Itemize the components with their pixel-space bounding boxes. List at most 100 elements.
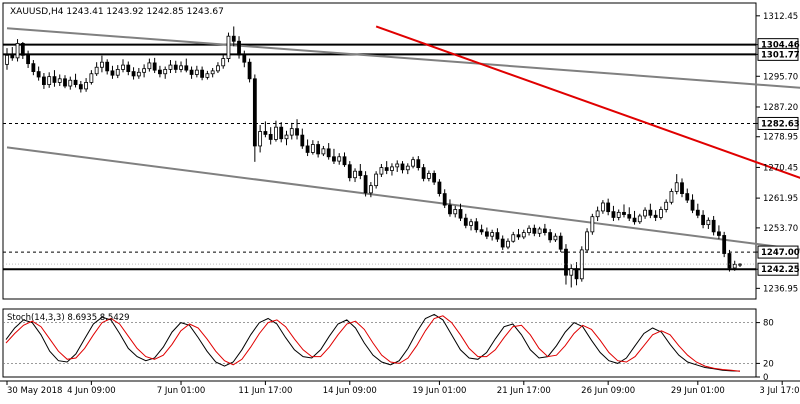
candle-body xyxy=(194,69,199,75)
y-tick-label: 1312.45 xyxy=(763,12,798,22)
candle-body xyxy=(511,234,516,242)
candle-body xyxy=(15,43,20,59)
candle-body xyxy=(268,133,273,140)
y-tick-label: 1236.95 xyxy=(763,284,798,294)
candle-body xyxy=(690,199,695,211)
candle-body xyxy=(310,144,315,153)
candle-body xyxy=(648,209,653,216)
candle-body xyxy=(606,202,611,213)
candle-body xyxy=(558,235,563,250)
candle-body xyxy=(653,214,658,218)
candle-body xyxy=(179,65,183,70)
candle-body xyxy=(685,193,690,201)
stoch-title: Stoch(14,3,3) 8.6935 8.5429 xyxy=(7,313,130,323)
candle-body xyxy=(5,54,9,65)
candle-body xyxy=(627,214,632,219)
candle-body xyxy=(121,64,125,70)
price-label-box xyxy=(757,47,799,61)
candle-body xyxy=(237,40,241,56)
candle-body xyxy=(115,69,120,76)
price-label-box xyxy=(757,245,799,259)
candle-body xyxy=(458,209,463,219)
candle-body xyxy=(368,185,373,194)
candle-body xyxy=(100,61,104,68)
price-label-box xyxy=(757,262,799,276)
candle-body xyxy=(432,172,437,183)
x-tick-label: 11 Jun 17:00 xyxy=(238,386,292,396)
candle-body xyxy=(574,268,579,280)
candle-body xyxy=(405,165,410,171)
candle-body xyxy=(527,227,531,233)
candle-body xyxy=(216,65,220,72)
candle-body xyxy=(142,68,147,73)
candle-body xyxy=(732,263,737,269)
stoch-series-signal xyxy=(5,315,741,372)
chart-title: XAUUSD,H4 1243.41 1243.92 1242.85 1243.6… xyxy=(10,7,224,17)
candle-body xyxy=(321,148,326,155)
candle-body xyxy=(590,216,595,233)
stoch-y-tick-label: 80 xyxy=(763,319,774,329)
candle-body xyxy=(26,54,30,65)
candle-body xyxy=(426,172,431,179)
x-tick-label: 30 May 2018 xyxy=(7,386,62,396)
candle-body xyxy=(442,193,447,206)
candle-body xyxy=(479,229,484,233)
candle-body xyxy=(84,82,89,90)
candle-body xyxy=(516,234,521,238)
candle-body xyxy=(474,221,479,231)
candle-body xyxy=(616,211,621,218)
candle-body xyxy=(242,54,247,63)
candle-body xyxy=(68,79,73,87)
candle-body xyxy=(347,164,352,179)
x-tick-label: 29 Jun 01:00 xyxy=(671,386,725,396)
candle-body xyxy=(20,43,25,56)
candle-body xyxy=(537,228,542,234)
candle-body xyxy=(622,211,626,215)
candle-body xyxy=(10,54,15,59)
candle-body xyxy=(506,240,510,248)
x-tick-label: 7 Jun 01:00 xyxy=(157,386,206,396)
candle-body xyxy=(484,231,489,237)
x-tick-label: 21 Jun 17:00 xyxy=(497,386,551,396)
trendline-2 xyxy=(375,25,800,179)
x-tick-label: 14 Jun 09:00 xyxy=(323,386,377,396)
x-tick-label: 3 Jul 17:00 xyxy=(759,386,800,396)
candle-body xyxy=(247,61,252,80)
candle-body xyxy=(337,156,342,162)
candle-body xyxy=(184,65,189,71)
candle-body xyxy=(680,182,684,194)
y-tick-label: 1304.46 xyxy=(761,41,800,51)
candle-body xyxy=(258,131,263,147)
y-tick-label: 1247.00 xyxy=(761,248,800,258)
trendline-1 xyxy=(6,146,800,251)
candle-body xyxy=(490,232,495,237)
candle-body xyxy=(263,131,268,135)
candle-body xyxy=(664,201,669,210)
candle-body xyxy=(395,163,400,168)
candle-body xyxy=(411,159,415,167)
stoch-y-tick-label: 0 xyxy=(763,373,768,383)
candle-body xyxy=(390,166,394,171)
candle-body xyxy=(658,209,663,218)
candle-body xyxy=(31,63,36,72)
candle-body xyxy=(553,235,558,241)
candle-body xyxy=(284,134,289,140)
stoch-panel-frame xyxy=(2,308,757,378)
x-tick-label: 4 Jun 09:00 xyxy=(67,386,116,396)
candle-body xyxy=(542,228,547,233)
candle-body xyxy=(274,126,278,140)
candle-body xyxy=(305,145,310,153)
candle-body xyxy=(152,62,157,71)
candle-body xyxy=(695,209,700,216)
candle-body xyxy=(717,231,721,236)
candle-body xyxy=(637,215,642,223)
candle-body xyxy=(643,209,647,217)
candle-body xyxy=(548,232,553,241)
candle-body xyxy=(421,167,426,179)
candle-body xyxy=(189,69,194,75)
candle-body xyxy=(136,71,141,77)
candle-body xyxy=(289,128,294,136)
y-tick-label: 1270.45 xyxy=(763,163,798,173)
candle-body xyxy=(521,232,526,238)
